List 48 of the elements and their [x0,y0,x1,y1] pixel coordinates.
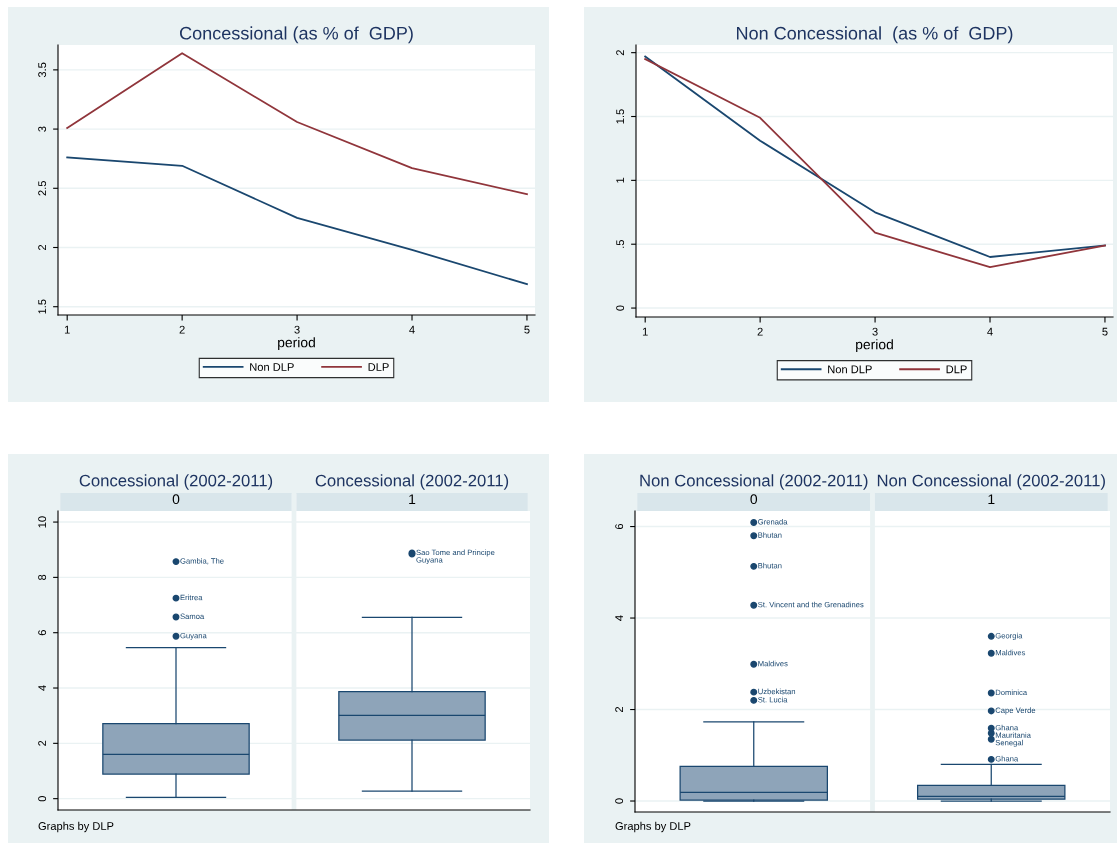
x-tick-label: 1 [409,494,416,504]
x-tick-label: 1 [64,325,70,334]
y-tick-label: 0 [615,798,624,804]
x-tick-label: 3 [872,327,878,336]
y-tick-label: 1 [616,177,624,183]
x-axis-title: period [856,339,893,353]
x-tick-label: 5 [1102,327,1108,336]
y-tick-label: 3 [38,126,47,132]
y-tick-label: 2 [38,740,46,746]
chart-title: Concessional (2002-2011) [79,474,273,490]
x-tick-label: 2 [179,325,185,334]
legend-label: Non DLP [828,365,872,374]
y-tick-label: 0 [616,305,625,311]
chart-title: Non Concessional (as % of GDP) [737,26,1013,44]
legend-label: DLP [368,363,389,371]
y-tick-label: 4 [38,685,46,691]
y-tick-label: 1.5 [38,299,47,314]
legend-label: Non DLP [250,363,294,371]
y-tick-label: 0 [38,796,47,802]
chart-title: Concessional (as % of GDP) [180,26,413,44]
y-tick-label: 2 [38,244,46,251]
y-tick-label: 6 [615,523,624,530]
y-tick-label: 2 [615,707,623,713]
x-tick-label: 5 [524,325,530,334]
text: Graphs by DLP [615,821,691,833]
y-tick-label: 4 [615,615,623,621]
y-tick-label: 3.5 [38,62,47,78]
x-tick-label: 1 [642,327,648,336]
chart-title: Non Concessional (2002-2011) [640,474,868,490]
x-tick-label: 4 [409,325,415,334]
x-tick-label: 0 [750,494,758,505]
y-tick-label: 2.5 [38,181,47,196]
x-tick-label: 0 [172,494,180,505]
y-tick-label: 6 [38,630,47,636]
x-tick-label: 2 [757,327,763,336]
x-tick-label: 3 [294,325,300,334]
y-tick-label: 10 [38,516,47,528]
chart-title: Non Concessional (2002-2011) [877,474,1105,490]
x-tick-label: 4 [987,327,993,336]
y-tick-label: 8 [38,574,47,580]
legend-label: DLP [946,365,967,374]
chart-title: Concessional (2002-2011) [315,474,509,490]
text: Graphs by DLP [38,821,114,833]
y-tick-label: .5 [616,240,625,248]
y-tick-label: 2 [616,50,624,56]
y-tick-label: 1.5 [616,109,625,124]
x-tick-label: 1 [988,494,995,504]
x-axis-title: period [278,337,315,351]
